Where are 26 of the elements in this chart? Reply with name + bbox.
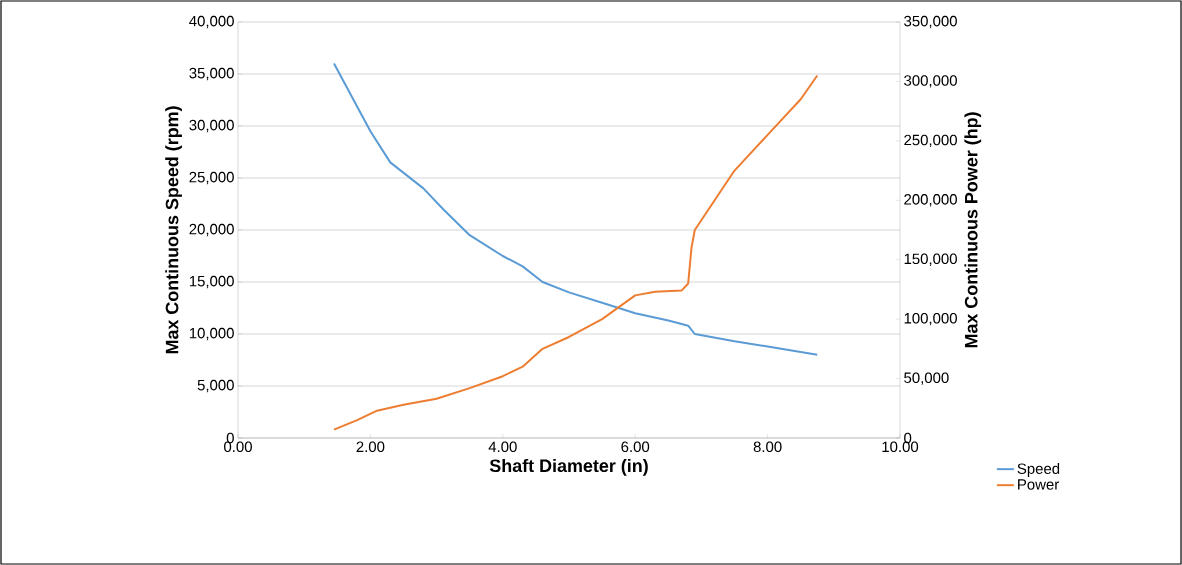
y-tick-label: 30,000 xyxy=(189,119,234,133)
legend-label: Power xyxy=(1018,479,1059,490)
line-series xyxy=(333,74,819,431)
y-tick-label: 15,000 xyxy=(189,275,234,289)
y-tick-label: 20,000 xyxy=(189,223,234,237)
y2-tick-label: 150,000 xyxy=(904,253,957,266)
y-tick-label: 35,000 xyxy=(189,67,234,81)
y2-tick-label: 350,000 xyxy=(904,15,957,29)
y2-tick-label: 100,000 xyxy=(904,312,957,326)
legend-label: Speed xyxy=(1017,462,1060,477)
y2-axis-title: Max Continuous Power (hp) xyxy=(964,112,982,348)
line-series xyxy=(332,62,819,356)
y-tick-label: 5,000 xyxy=(197,379,234,393)
x-tick-label: 4.00 xyxy=(488,441,517,453)
y-tick-label: 10,000 xyxy=(189,327,234,341)
y2-tick-label: 200,000 xyxy=(904,194,957,207)
x-axis-title: Shaft Diameter (in) xyxy=(489,458,648,476)
y-axis-title: Max Continuous Speed (rpm) xyxy=(165,106,182,354)
y2-tick-label: 300,000 xyxy=(904,75,957,88)
y2-tick-label: 50,000 xyxy=(904,372,949,385)
x-tick-label: 8.00 xyxy=(753,441,782,453)
y2-tick-label: 250,000 xyxy=(904,134,957,148)
y-tick-label: 40,000 xyxy=(189,15,234,29)
x-tick-label: 2.00 xyxy=(356,441,385,453)
y-tick-label: 25,000 xyxy=(189,171,234,185)
x-tick-label: 6.00 xyxy=(621,441,650,453)
